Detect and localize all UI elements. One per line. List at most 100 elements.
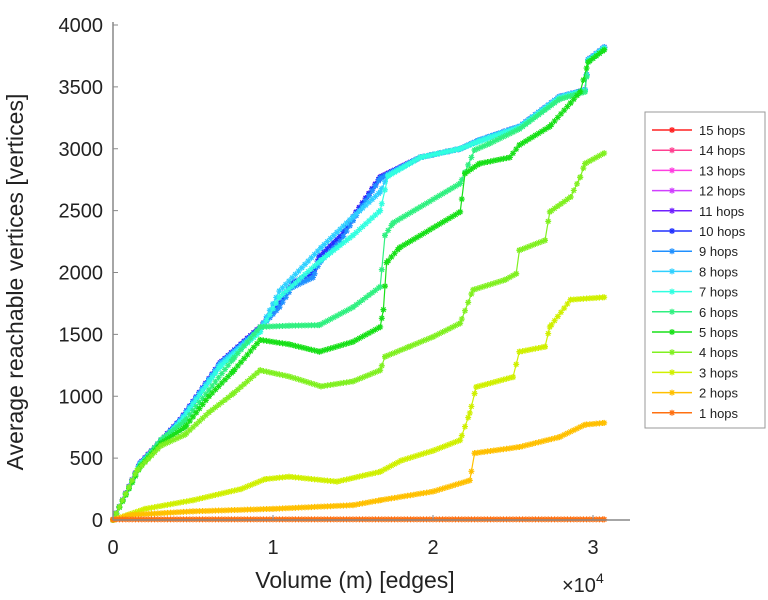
data-point-marker	[298, 475, 305, 482]
data-point-marker	[394, 167, 401, 174]
data-point-marker	[545, 436, 552, 443]
data-point-marker	[474, 285, 481, 292]
data-point-marker	[506, 445, 513, 452]
data-point-marker	[298, 377, 305, 384]
data-point	[516, 142, 523, 149]
data-point-marker	[340, 223, 347, 230]
data-point-marker	[593, 420, 600, 427]
data-point-marker	[308, 254, 315, 261]
data-point-marker	[161, 502, 168, 509]
legend-marker-icon	[669, 329, 675, 335]
data-point-marker	[273, 304, 280, 311]
y-tick-label: 4000	[59, 15, 104, 37]
data-point-marker	[519, 123, 526, 130]
data-point	[276, 304, 283, 311]
legend-marker-icon	[669, 248, 675, 255]
data-point-marker	[590, 295, 596, 302]
data-point	[417, 154, 424, 161]
data-point-marker	[218, 370, 225, 377]
data-point-marker	[458, 145, 465, 152]
data-point	[318, 383, 324, 390]
data-point-marker	[164, 501, 171, 508]
data-point-marker	[330, 503, 337, 510]
data-point-marker	[439, 485, 446, 492]
data-point-marker	[398, 165, 404, 172]
data-point	[276, 294, 283, 301]
data-point-marker	[167, 501, 174, 508]
data-point-marker	[468, 166, 475, 173]
data-point-marker	[321, 477, 328, 484]
data-point-marker	[593, 154, 600, 161]
data-point-marker	[212, 386, 219, 393]
data-point-marker	[506, 274, 513, 281]
data-point-marker	[122, 513, 129, 520]
data-point-marker	[305, 322, 312, 329]
data-point-marker	[148, 452, 155, 459]
data-point	[546, 323, 553, 330]
data-point-marker	[490, 447, 497, 454]
data-point-marker	[535, 439, 542, 446]
data-point-marker	[145, 505, 152, 512]
data-point-marker	[366, 330, 372, 337]
data-point-marker	[202, 507, 209, 514]
data-point-marker	[212, 404, 219, 411]
data-point-marker	[260, 367, 267, 374]
data-point	[567, 99, 574, 106]
data-point-marker	[244, 378, 251, 385]
data-point-marker	[564, 103, 571, 110]
data-point	[334, 478, 340, 485]
data-point-marker	[551, 99, 558, 106]
legend-label: 15 hops	[699, 123, 746, 138]
data-point-marker	[170, 436, 177, 443]
data-point-marker	[583, 295, 590, 302]
data-point-marker	[359, 333, 366, 340]
data-point-marker	[446, 441, 452, 448]
data-point-marker	[263, 337, 270, 344]
data-point	[206, 387, 212, 394]
data-point-marker	[442, 484, 449, 491]
data-point	[601, 294, 608, 301]
data-point-marker	[298, 504, 305, 511]
data-point-marker	[177, 509, 184, 516]
data-point-marker	[282, 474, 289, 481]
data-point-marker	[532, 132, 539, 139]
data-point-marker	[423, 228, 430, 235]
plot-area	[110, 44, 608, 523]
data-point-marker	[455, 480, 462, 487]
data-point-marker	[430, 151, 436, 158]
data-point-marker	[225, 507, 232, 514]
data-point-marker	[279, 372, 286, 379]
data-point-marker	[228, 488, 235, 495]
data-point-marker	[215, 507, 222, 514]
data-point-marker	[385, 352, 392, 359]
data-point-marker	[362, 472, 369, 479]
data-point-marker	[266, 314, 273, 321]
data-point	[601, 46, 608, 53]
data-point-marker	[314, 476, 321, 483]
data-point-marker	[122, 490, 129, 497]
data-point-marker	[404, 492, 411, 499]
data-point-marker	[334, 380, 340, 387]
data-point	[577, 88, 584, 95]
data-point-marker	[289, 374, 296, 381]
legend: 15 hops 14 hops 13 hops 12 hops 11 hops 10 ho…	[644, 111, 766, 429]
data-point-marker	[561, 198, 568, 205]
data-point-marker	[487, 380, 494, 387]
data-point-marker	[254, 479, 260, 486]
legend-box	[644, 111, 766, 429]
data-point-marker	[385, 464, 392, 471]
data-point-marker	[202, 397, 209, 404]
data-point	[390, 220, 396, 226]
data-point-marker	[561, 94, 568, 101]
data-point-marker	[161, 510, 168, 517]
legend-marker-icon	[669, 409, 675, 416]
data-point-marker	[273, 339, 280, 346]
data-point-marker	[529, 242, 536, 249]
data-point-marker	[321, 382, 328, 389]
data-point-marker	[433, 446, 440, 453]
data-point-marker	[474, 138, 481, 145]
data-point-marker	[378, 266, 385, 273]
data-point-marker	[593, 294, 600, 301]
data-point-marker	[324, 503, 331, 510]
data-point-marker	[330, 478, 337, 485]
